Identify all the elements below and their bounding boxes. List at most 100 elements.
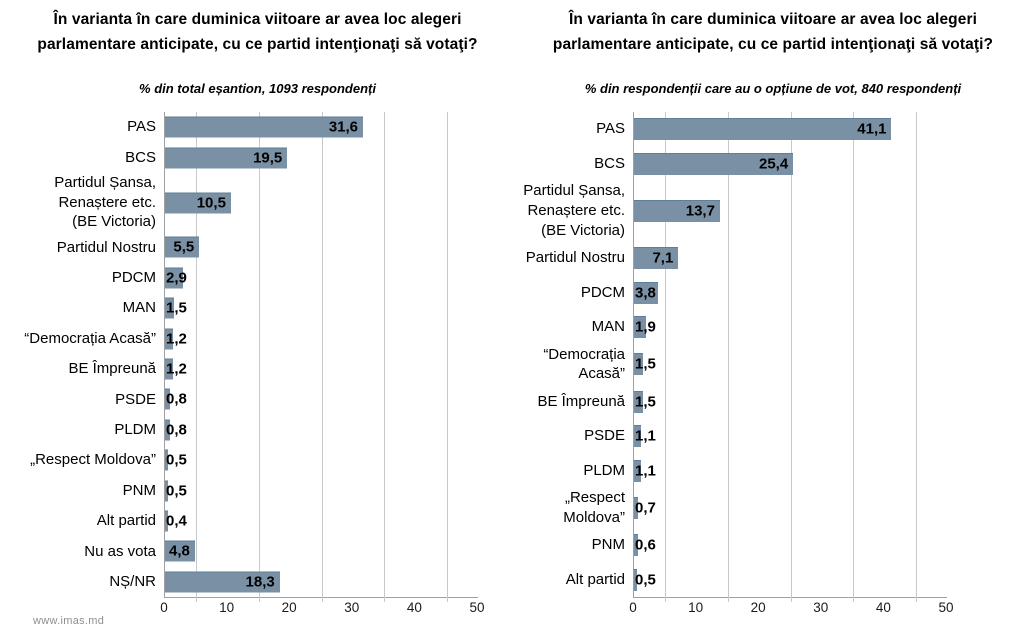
value-label: 1,1 [635,462,656,480]
gridline [915,112,917,602]
gridline [258,112,260,602]
chart-row: BE Împreună 1,2 [7,354,508,384]
x-axis-label: 40 [875,600,891,615]
bar [165,236,200,258]
chart-row: NȘ/NR 18,3 [7,567,508,597]
bar [634,281,658,304]
gridline [446,112,448,602]
chart-row: PAS 41,1 [515,112,977,147]
category-label: PDCM [580,283,625,301]
bar-track: 0,6 [633,528,946,563]
bar-plot: PAS 41,1 BCS 25,4 Partidul Șansa, Renaștere e… [515,112,977,617]
bar [634,316,646,339]
category-label: PSDE [584,427,625,445]
chart-row: Alt partid 0,5 [515,562,977,597]
chart-row: Alt partid 0,4 [7,506,508,536]
chart-row: PLDM 1,1 [515,453,977,488]
bar [634,246,679,269]
chart-row: PLDM 0,8 [7,415,508,445]
bar [634,496,639,519]
category-label: PNM [591,536,625,554]
bar [634,459,641,482]
x-axis-label: 10 [688,600,704,615]
x-axis-label: 0 [160,600,168,615]
chart-title: În varianta în care duminica viitoare ar… [552,11,994,53]
bar [634,534,638,557]
gridline [321,112,323,602]
bar [165,449,169,471]
bar-track: 0,7 [633,488,946,528]
chart-row: BCS 19,5 [7,142,508,172]
bar-rows: PAS 31,6 BCS 19,5 Partidul Șansa, Renaștere e… [7,112,508,597]
value-label: 0,5 [635,571,656,589]
value-label: 1,9 [635,318,656,336]
category-label: Alt partid [565,570,625,588]
bar [165,328,173,350]
watermark: www.imas.md [33,615,105,627]
chart-left-section: În varianta în care duminica viitoare ar… [0,0,515,625]
bar [165,571,280,593]
bar [165,192,231,213]
bar [634,353,644,376]
bar-track: 41,1 [633,112,946,147]
bar-track: 0,5 [633,562,946,597]
value-label: 0,8 [166,421,187,439]
category-label: BCS [594,155,625,173]
category-label: BCS [125,148,156,166]
value-label: 5,5 [173,238,195,256]
gridline [196,112,198,602]
category-label: Partidul Șansa, Renaștere etc. (BE Victori… [523,182,625,239]
bar [634,118,892,141]
x-axis-label: 30 [344,600,360,615]
bar-track: 2,9 [164,263,477,293]
value-label: 18,3 [245,573,275,591]
x-axis: 0 10 20 30 40 50 [629,600,953,619]
x-axis-label: 50 [938,600,954,615]
chart-row: PSDE 1,1 [515,419,977,454]
x-axis-label: 50 [469,600,485,615]
gridline [790,112,792,602]
plot-area [633,112,947,602]
bar-track: 0,8 [164,384,477,414]
bar-track: 1,2 [164,323,477,353]
chart-row: PNM 0,6 [515,528,977,563]
chart-row: PNM 0,5 [7,475,508,505]
chart-row: MAN 1,9 [515,310,977,345]
bar-track: 0,8 [164,415,477,445]
x-axis-label: 20 [281,600,297,615]
category-label: PSDE [115,390,156,408]
value-label: 1,5 [635,355,656,373]
bar-track: 31,6 [164,112,477,142]
bar-track: 1,9 [633,310,946,345]
bar-rows: PAS 41,1 BCS 25,4 Partidul Șansa, Renaștere e… [515,112,977,597]
value-label: 1,2 [166,330,187,348]
bar [634,390,644,413]
category-label: PAS [596,120,625,138]
gridline [853,112,855,602]
bar-track: 13,7 [633,181,946,240]
category-label: PDCM [111,268,156,286]
category-label: BE Împreună [537,392,625,410]
category-label: NȘ/NR [109,572,156,590]
chart-row: MAN 1,5 [7,293,508,323]
value-label: 0,8 [166,390,187,408]
category-label: BE Împreună [68,360,156,378]
value-label: 7,1 [652,249,674,267]
chart-row: BCS 25,4 [515,147,977,182]
chart-row: PAS 31,6 [7,112,508,142]
category-label: Alt partid [96,512,156,530]
category-label: Partidul Șansa, Renaștere etc. (BE Victori… [54,173,156,231]
chart-row: Partidul Nostru 5,5 [7,232,508,262]
plot-area [164,112,478,602]
bar-track: 1,5 [633,384,946,419]
bar-track: 4,8 [164,536,477,566]
chart-row: „Respect Moldova” 0,5 [7,445,508,475]
value-label: 41,1 [857,120,887,138]
bar-track: 1,1 [633,453,946,488]
chart-row: PDCM 2,9 [7,263,508,293]
x-axis-label: 0 [629,600,637,615]
value-label: 19,5 [253,149,283,167]
bar [165,267,184,289]
value-label: 1,5 [635,393,656,410]
x-axis-label: 30 [813,600,829,615]
